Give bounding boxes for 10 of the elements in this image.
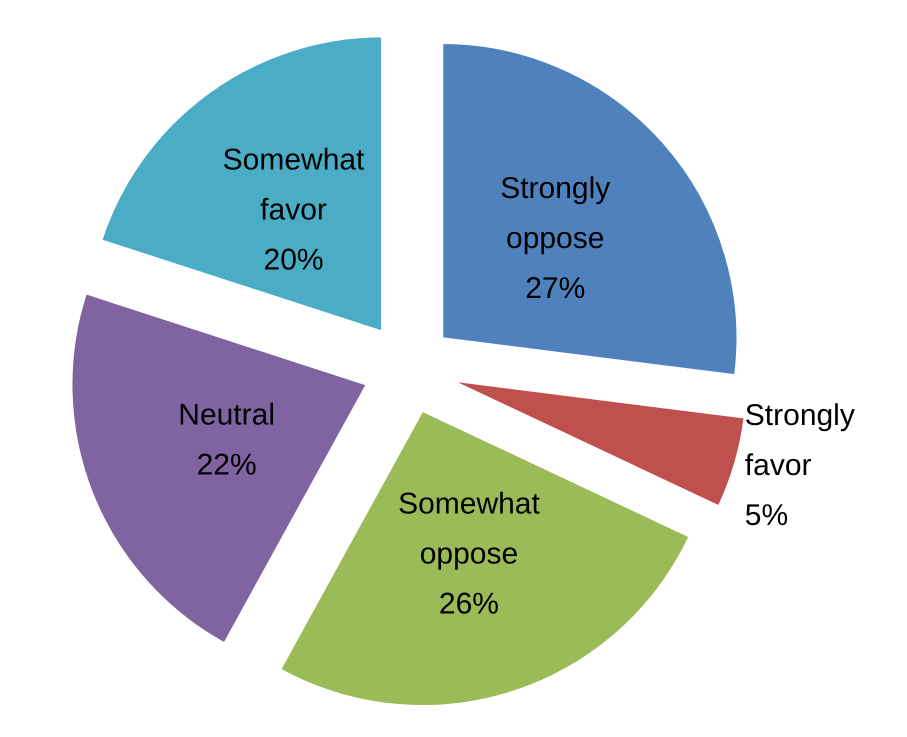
slice-label: Somewhat oppose <box>398 488 540 571</box>
data-label: 22% <box>196 448 257 482</box>
slice-label: Strongly oppose <box>500 172 610 256</box>
data-label: 5% <box>744 499 788 532</box>
data-label: 26% <box>438 588 499 621</box>
data-label: 27% <box>525 272 586 306</box>
data-label: 20% <box>264 243 324 276</box>
slice-label: Neutral <box>178 398 275 432</box>
slice-label: Strongly favor <box>744 399 855 482</box>
slice-label: Somewhat favor <box>222 143 366 226</box>
